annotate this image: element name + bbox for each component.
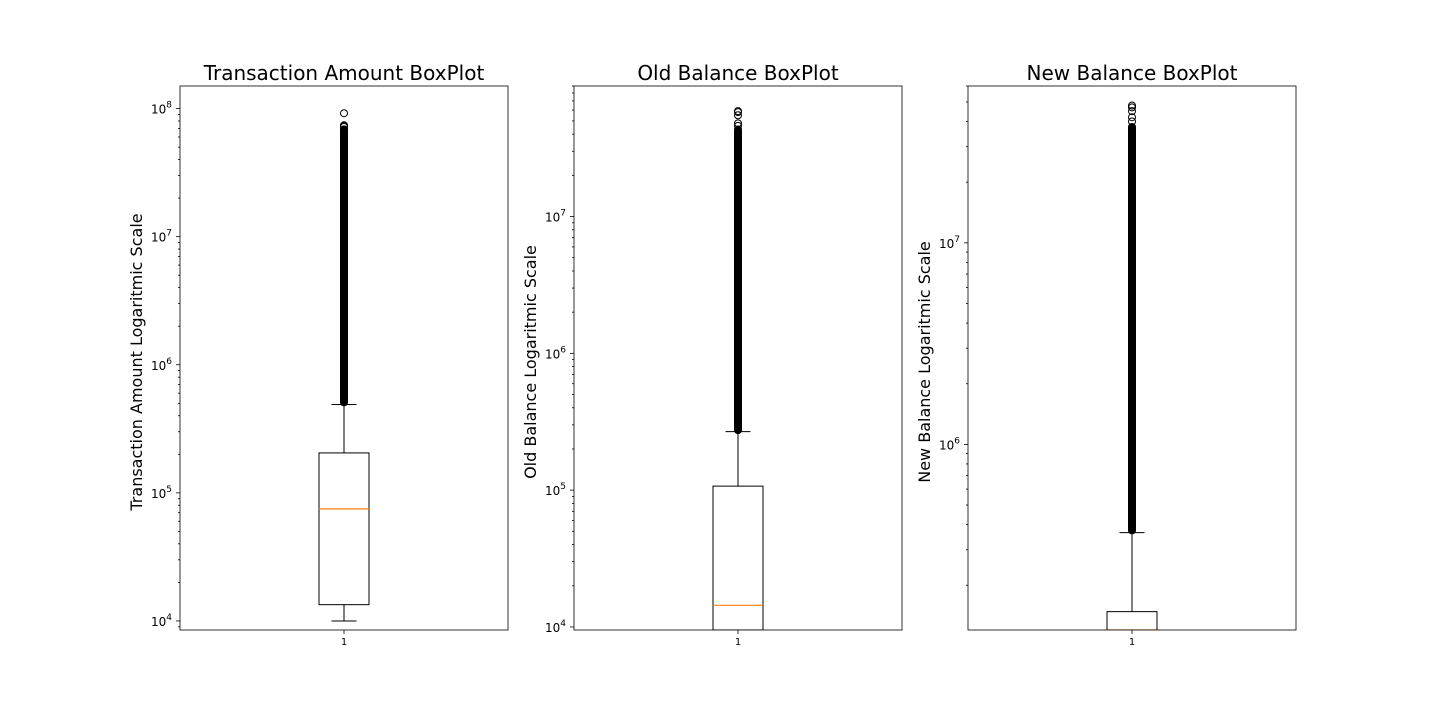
chart-panel-1: Transaction Amount BoxPlot Transaction Am… — [127, 61, 509, 648]
y-tick-label: 106 — [545, 345, 566, 361]
y-tick-exponent: 6 — [560, 345, 566, 355]
x-tick-label: 1 — [735, 637, 741, 648]
y-axis-label: Transaction Amount Logaritmic Scale — [127, 213, 146, 511]
outlier-band — [340, 125, 348, 407]
outlier-point — [340, 109, 348, 118]
y-tick-exponent: 4 — [166, 613, 172, 623]
x-tick-label: 1 — [1129, 637, 1135, 648]
y-tick-label: 105 — [545, 482, 566, 498]
y-tick-mantissa: 10 — [545, 347, 560, 361]
y-axis-label: Old Balance Logaritmic Scale — [521, 245, 540, 479]
axes-frame — [573, 85, 903, 631]
plot-area — [318, 109, 370, 622]
y-tick-label: 106 — [939, 436, 960, 452]
plot-area — [712, 107, 764, 630]
outlier-point — [734, 119, 742, 128]
y-tick-exponent: 6 — [954, 436, 960, 446]
chart-title: New Balance BoxPlot — [1027, 61, 1238, 85]
y-tick-exponent: 5 — [166, 485, 172, 495]
outlier-point — [734, 107, 742, 116]
iqr-box — [318, 452, 370, 606]
y-tick-mantissa: 10 — [545, 211, 560, 225]
y-tick-exponent: 5 — [560, 482, 566, 492]
y-tick-mantissa: 10 — [939, 438, 954, 452]
axes-frame — [179, 85, 509, 631]
y-tick-exponent: 7 — [166, 229, 172, 239]
outlier-band — [734, 125, 742, 435]
axes-frame — [967, 85, 1297, 631]
y-tick-exponent: 7 — [954, 235, 960, 245]
x-tick-label: 1 — [341, 637, 347, 648]
chart-title: Transaction Amount BoxPlot — [203, 61, 485, 85]
y-tick-exponent: 6 — [166, 357, 172, 367]
y-tick-mantissa: 10 — [151, 103, 166, 117]
plot-area — [1106, 101, 1158, 630]
y-tick-exponent: 4 — [560, 619, 566, 629]
outlier-point — [1128, 107, 1136, 116]
outlier-point — [1128, 101, 1136, 110]
outlier-point — [340, 121, 348, 130]
outlier-band — [1128, 122, 1136, 535]
iqr-box — [1106, 611, 1158, 630]
y-tick-label: 107 — [939, 235, 960, 251]
y-tick-label: 104 — [151, 613, 172, 629]
iqr-box — [712, 485, 764, 630]
y-tick-label: 106 — [151, 357, 172, 373]
chart-title: Old Balance BoxPlot — [637, 61, 839, 85]
y-tick-mantissa: 10 — [151, 615, 166, 629]
y-tick-label: 107 — [151, 229, 172, 245]
y-tick-label: 108 — [151, 101, 172, 117]
y-tick-mantissa: 10 — [939, 237, 954, 251]
y-tick-mantissa: 10 — [545, 621, 560, 635]
y-tick-exponent: 7 — [560, 209, 566, 219]
chart-panel-3: New Balance BoxPlot New Balance Logaritmi… — [915, 61, 1297, 648]
y-tick-mantissa: 10 — [151, 487, 166, 501]
outlier-point — [734, 121, 742, 130]
y-tick-mantissa: 10 — [151, 231, 166, 245]
y-tick-mantissa: 10 — [545, 484, 560, 498]
outlier-point — [1128, 113, 1136, 122]
chart-panel-2: Old Balance BoxPlot Old Balance Logaritmi… — [521, 61, 903, 648]
outlier-point — [734, 111, 742, 120]
y-tick-exponent: 8 — [166, 101, 172, 111]
y-tick-label: 104 — [545, 619, 566, 635]
y-tick-label: 105 — [151, 485, 172, 501]
y-tick-mantissa: 10 — [151, 359, 166, 373]
y-tick-label: 107 — [545, 209, 566, 225]
outlier-point — [1128, 117, 1136, 126]
y-axis-label: New Balance Logaritmic Scale — [915, 241, 934, 483]
